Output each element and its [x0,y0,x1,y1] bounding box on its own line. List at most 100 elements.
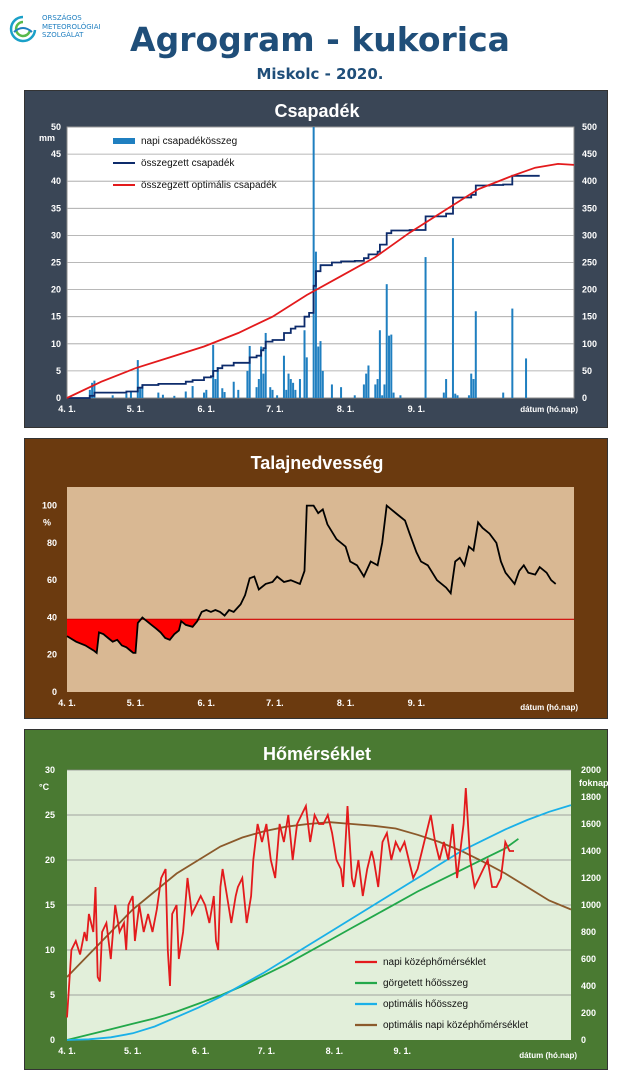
x-tick-label: 8. 1. [337,404,355,414]
x-tick-label: 8. 1. [337,698,355,708]
precip-bar [221,388,224,398]
soil-moisture-panel: Talajnedvesség 0 20 40 60 80 100% 4. 1. 5. 1. 6. … [24,438,608,719]
x-axis-label: dátum (hó.nap) [519,1051,577,1060]
chart-title: Talajnedvesség [251,453,384,473]
precip-bar [525,358,528,398]
x-tick-label: 6. 1. [198,404,216,414]
precip-bar [353,395,356,398]
y-tick-label: 40 [47,612,57,622]
precip-bar [216,367,219,398]
rolling-gdd-line [66,838,519,1041]
y-left-tick-label: 0 [56,393,61,403]
precip-bar [467,395,470,398]
x-tick-label: 5. 1. [124,1046,142,1056]
y-left-tick-label: 10 [45,945,55,955]
precip-bar [282,355,285,398]
precip-bar [474,311,477,398]
x-tick-label: 4. 1. [58,698,76,708]
y-right-tick-label: 1200 [581,873,601,883]
precip-bar [472,379,475,398]
y-left-tick-label: 0 [50,1035,55,1045]
y-right-tick-label: 1000 [581,900,601,910]
precip-bar [260,346,263,398]
x-tick-label: 9. 1. [408,404,426,414]
precip-bar [91,382,94,398]
y-left-tick-label: 35 [51,203,61,213]
y-right-tick-label: 150 [582,312,597,322]
legend-label: optimális hőösszeg [383,999,468,1010]
y-left-unit: mm [39,133,55,143]
precip-bar [383,384,386,398]
soil-moisture-chart: Talajnedvesség 0 20 40 60 80 100% 4. 1. 5. 1. 6. … [42,453,578,712]
y-tick-label: 80 [47,538,57,548]
legend-label: összegzett csapadék [141,158,235,169]
precip-bar [298,379,301,398]
y-right-tick-label: 200 [582,285,597,295]
y-unit: % [43,518,51,528]
precip-bar [205,389,208,398]
precip-bar [191,386,194,398]
precip-bar [276,395,279,398]
optimal-gdd-line [66,804,572,1041]
precip-bar [392,392,395,398]
precip-bar [232,381,235,398]
temperature-chart: Hőmérséklet 0 5 10 15 20 25 30 °C 0 200 400 600 800 10… [39,744,609,1060]
x-tick-label: 8. 1. [326,1046,344,1056]
x-tick-label: 9. 1. [394,1046,412,1056]
precip-bar [141,384,144,398]
x-tick-label: 4. 1. [58,1046,76,1056]
y-right-tick-label: 1800 [581,792,601,802]
x-tick-label: 5. 1. [127,698,145,708]
precip-bar [287,373,290,398]
precip-bar [269,387,272,398]
x-tick-label: 4. 1. [58,404,76,414]
y-right-tick-label: 0 [582,393,587,403]
y-right-tick-label: 500 [582,122,597,132]
x-tick-label: 7. 1. [258,1046,276,1056]
y-left-tick-label: 25 [45,810,55,820]
precip-bar [285,389,288,398]
precip-bar [129,391,132,398]
precip-bar [390,334,393,398]
x-tick-label: 7. 1. [266,698,284,708]
precip-bar [88,389,91,398]
precip-bar [246,370,249,398]
y-right-unit: foknap [579,778,609,788]
precip-bar [255,387,258,398]
y-right-tick-label: 400 [582,176,597,186]
precip-bar [303,330,306,398]
precip-bar [511,308,514,398]
precip-bar [376,379,379,398]
precip-bar [292,382,295,398]
y-right-tick-label: 1600 [581,819,601,829]
y-left-tick-label: 15 [51,312,61,322]
y-left-tick-label: 15 [45,900,55,910]
y-right-tick-label: 1400 [581,846,601,856]
precip-bar [330,384,333,398]
precipitation-panel: Csapadék 0 5 10 15 20 25 30 35 40 45 50 mm 0 50 100 150 2… [24,90,608,428]
precip-bar [340,387,343,398]
precip-bar [139,388,142,398]
precip-bar [257,379,260,398]
precip-bar [314,251,317,398]
precip-bar [93,380,96,398]
precip-bar [289,379,292,398]
precip-bar [264,332,267,398]
y-left-tick-label: 40 [51,176,61,186]
precip-bar [319,341,322,398]
legend-label: görgetett hőösszeg [383,978,468,989]
daily-mean-temp-line [66,787,514,1018]
precip-bar [312,127,315,398]
y-tick-label: 0 [52,687,57,697]
precip-bar [362,384,365,398]
y-left-tick-label: 20 [51,285,61,295]
y-right-tick-label: 600 [581,954,596,964]
precip-bar [237,389,240,398]
x-axis-label: dátum (hó.nap) [520,405,578,414]
y-right-tick-label: 800 [581,927,596,937]
precip-bar [111,395,114,398]
precip-bar [125,393,128,398]
y-left-tick-label: 45 [51,149,61,159]
x-tick-label: 7. 1. [266,404,284,414]
precip-bar [378,330,381,398]
